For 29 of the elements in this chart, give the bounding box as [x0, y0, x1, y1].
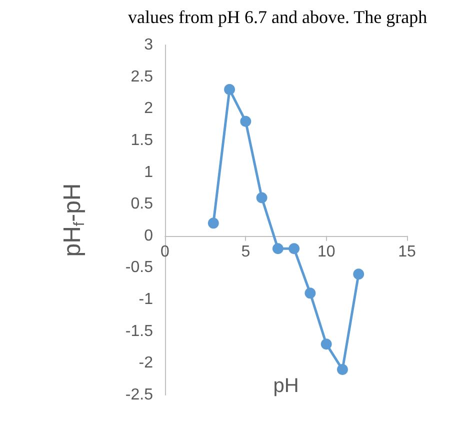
y-tick-label: 1 — [144, 164, 154, 181]
y-tick-label: -1 — [138, 291, 154, 308]
x-tick-label: 10 — [317, 243, 336, 260]
point — [272, 243, 284, 254]
x-axis-title: pH — [273, 374, 299, 397]
y-tick-label: 2.5 — [130, 68, 154, 86]
point — [320, 338, 332, 350]
y-tick-label: 0 — [144, 227, 154, 244]
text: values from pH 6.7 and above. The graph — [128, 7, 428, 27]
point — [353, 268, 364, 280]
y-tick-label: -2.5 — [125, 386, 154, 404]
point — [288, 243, 300, 254]
point — [304, 288, 316, 299]
point — [240, 116, 252, 127]
point — [336, 364, 348, 376]
y-tick-label: -1.5 — [125, 322, 154, 340]
point — [208, 218, 219, 229]
y-tick-label: 3 — [144, 36, 154, 54]
y-tick-label: 2 — [144, 100, 154, 118]
y-tick-label: -0.5 — [125, 259, 154, 276]
y-tick-label: 0.5 — [130, 196, 154, 213]
x-tick-label: 0 — [160, 243, 170, 260]
point — [256, 192, 268, 204]
y-tick-label: 1.5 — [130, 132, 154, 149]
y-axis-title: pHf-pH — [59, 183, 88, 257]
point — [224, 84, 236, 96]
x-tick-label: 5 — [241, 243, 250, 260]
y-tick-label: -2 — [138, 354, 154, 372]
x-tick-label: 15 — [398, 243, 416, 260]
